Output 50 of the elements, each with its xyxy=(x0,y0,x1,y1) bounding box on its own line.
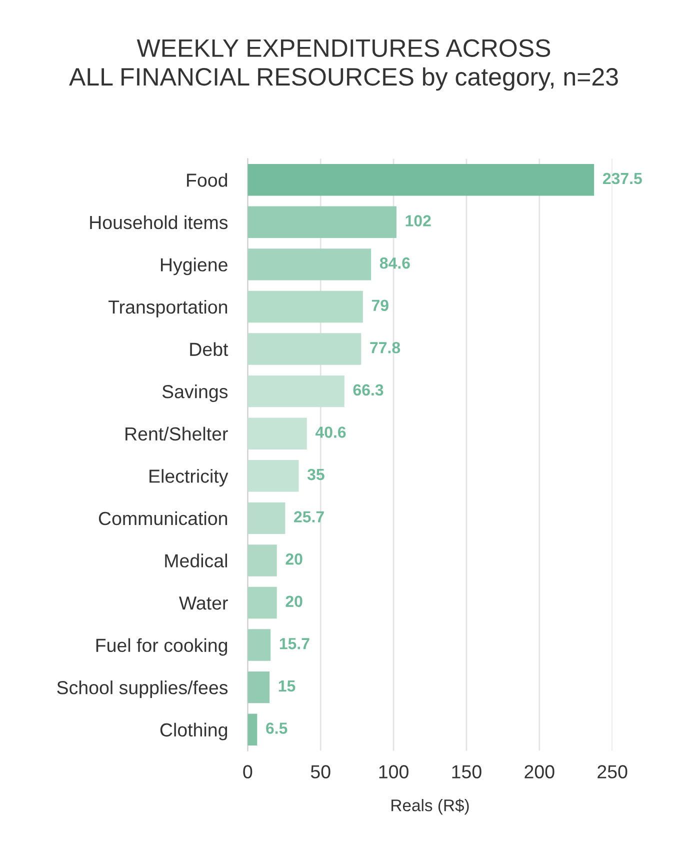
y-tick-label: Electricity xyxy=(150,469,228,487)
bar xyxy=(248,290,363,323)
chart-title: WEEKLY EXPENDITURES ACROSS ALL FINANCIAL RESOURCES by category, n=23 xyxy=(69,39,618,91)
y-tick-label: Hygiene xyxy=(160,258,228,276)
y-tick-label: Medical xyxy=(165,554,227,568)
data-label: 79 xyxy=(372,300,388,312)
data-label: 35 xyxy=(307,468,324,480)
data-label: 20 xyxy=(286,553,302,565)
bar xyxy=(248,206,396,238)
bar xyxy=(248,629,271,661)
data-label: 6.5 xyxy=(266,722,288,734)
data-label: 84.6 xyxy=(380,257,410,269)
bar xyxy=(248,418,307,450)
data-label: 25.7 xyxy=(294,511,324,522)
bar xyxy=(248,248,372,280)
y-tick-label: Fuel for cooking xyxy=(96,638,228,656)
bar xyxy=(248,714,258,746)
data-label: 15.7 xyxy=(280,638,310,650)
y-tick-label: Food xyxy=(187,173,228,187)
y-tick-label: Savings xyxy=(162,384,228,402)
y-tick-label: Clothing xyxy=(160,722,228,740)
x-tick-label: 200 xyxy=(524,765,554,778)
x-tick-label: 50 xyxy=(310,765,330,778)
bar xyxy=(248,333,362,365)
data-label: 102 xyxy=(406,215,431,226)
bar xyxy=(248,544,277,576)
y-tick-label: School supplies/fees xyxy=(57,680,228,698)
bar xyxy=(248,164,594,196)
bar xyxy=(248,586,277,619)
y-tick-label: Rent/Shelter xyxy=(126,426,228,441)
data-label: 77.8 xyxy=(370,342,400,354)
data-label: 15 xyxy=(278,680,296,692)
x-tick-label: 100 xyxy=(379,765,408,778)
x-tick-label: 0 xyxy=(243,765,252,778)
bar xyxy=(248,671,270,704)
x-tick-label: 250 xyxy=(598,765,628,778)
x-tick-label: 150 xyxy=(452,765,482,778)
y-tick-label: Water xyxy=(179,596,228,610)
data-label: 40.6 xyxy=(315,426,346,438)
bar xyxy=(248,502,286,534)
y-tick-label: Debt xyxy=(190,342,228,356)
bar xyxy=(248,460,299,492)
data-label: 66.3 xyxy=(353,384,384,396)
bar xyxy=(248,375,344,408)
y-tick-label: Transportation xyxy=(108,300,228,318)
y-tick-label: Household items xyxy=(90,215,228,230)
data-label: 20 xyxy=(286,596,302,608)
y-tick-label: Communication xyxy=(98,511,228,526)
data-label: 237.5 xyxy=(602,172,642,184)
x-axis-title: Reals (R$) xyxy=(392,798,469,815)
